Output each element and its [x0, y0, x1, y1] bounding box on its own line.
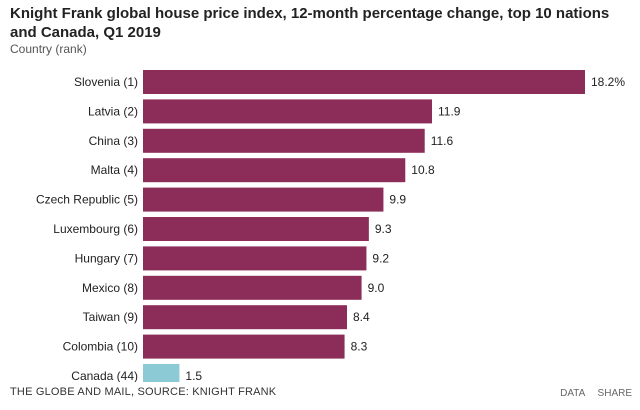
share-link[interactable]: SHARE [597, 388, 632, 399]
value-label: 8.4 [353, 310, 370, 324]
category-label: Mexico (8) [82, 281, 138, 295]
category-label: Canada (44) [71, 369, 138, 382]
highlight-bar[interactable] [143, 364, 180, 382]
data-bar[interactable] [143, 334, 345, 359]
value-label: 11.6 [431, 134, 454, 148]
data-bar[interactable] [143, 246, 367, 271]
value-label: 11.9 [438, 104, 461, 118]
footer-actions: DATA SHARE [550, 388, 632, 399]
data-link[interactable]: DATA [560, 388, 585, 399]
category-label: Slovenia (1) [74, 75, 138, 89]
data-bar[interactable] [143, 70, 585, 94]
value-label: 8.3 [351, 340, 368, 354]
source-credit: THE GLOBE AND MAIL, SOURCE: KNIGHT FRANK [10, 386, 277, 398]
data-bar[interactable] [143, 158, 406, 183]
category-label: Czech Republic (5) [36, 193, 138, 207]
value-label: 9.0 [368, 281, 385, 295]
data-bar[interactable] [143, 187, 384, 212]
category-label: Latvia (2) [88, 104, 138, 118]
category-label: Malta (4) [91, 163, 138, 177]
category-label: Luxembourg (6) [53, 222, 138, 236]
data-bar[interactable] [143, 275, 362, 300]
value-label: 9.3 [375, 222, 392, 236]
value-label: 9.2 [372, 251, 389, 265]
data-bar[interactable] [143, 99, 432, 124]
value-label: 10.8 [411, 163, 435, 177]
category-label: Hungary (7) [75, 251, 138, 265]
value-label: 18.2% [591, 75, 625, 89]
category-label: Taiwan (9) [83, 310, 138, 324]
category-label: Colombia (10) [63, 340, 138, 354]
bar-chart: Slovenia (1) 18.2% Latvia (2) 11.9 China (3)… [36, 70, 625, 382]
value-label: 9.9 [389, 193, 406, 207]
data-bar[interactable] [143, 305, 347, 330]
chart-title: Knight Frank global house price index, 1… [10, 5, 610, 41]
data-bar[interactable] [143, 128, 425, 153]
value-label: 1.5 [185, 369, 202, 382]
data-bar[interactable] [143, 217, 369, 241]
category-label: China (3) [89, 134, 138, 148]
chart-subtitle: Country (rank) [10, 42, 87, 56]
